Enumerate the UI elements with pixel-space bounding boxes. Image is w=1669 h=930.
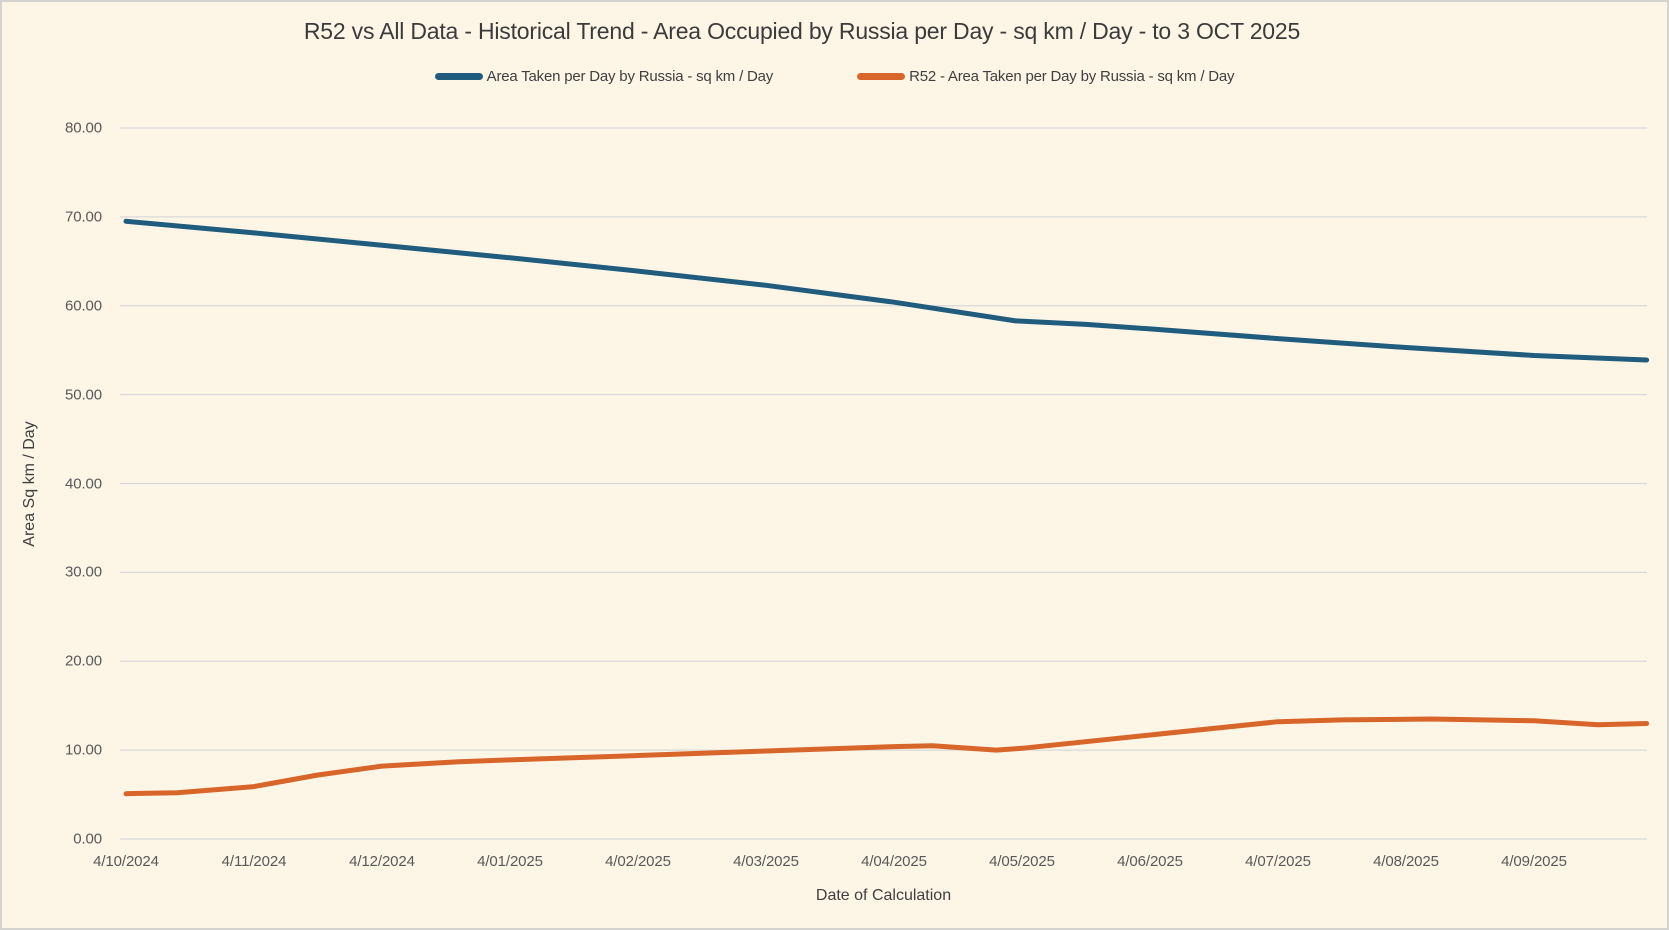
legend-label-all-data: Area Taken per Day by Russia - sq km / D…	[486, 68, 774, 85]
series-line-r52	[123, 716, 1650, 797]
x-tick-label: 4/12/2024	[349, 853, 415, 870]
series-line-all-data	[123, 218, 1650, 363]
y-tick-label: 70.00	[64, 208, 102, 226]
legend-swatch-all-data	[434, 73, 483, 80]
legend-swatch-r52	[857, 73, 906, 80]
x-tick-label: 4/05/2025	[989, 853, 1055, 870]
x-tick-label: 4/02/2025	[605, 853, 671, 870]
y-tick-label: 80.00	[64, 119, 102, 137]
legend-item-r52: R52 - Area Taken per Day by Russia - sq …	[857, 68, 1235, 85]
chart-title: R52 vs All Data - Historical Trend - Are…	[303, 18, 1301, 44]
y-tick-label: 50.00	[64, 386, 102, 404]
legend-label-r52: R52 - Area Taken per Day by Russia - sq …	[909, 68, 1235, 85]
x-tick-label: 4/04/2025	[861, 853, 927, 870]
x-tick-label: 4/09/2025	[1501, 853, 1567, 870]
y-tick-label: 40.00	[64, 475, 102, 492]
legend-item-all-data: Area Taken per Day by Russia - sq km / D…	[434, 68, 774, 85]
y-tick-label: 20.00	[64, 652, 102, 670]
x-axis-title: Date of Calculation	[815, 887, 952, 904]
x-tick-label: 4/11/2024	[221, 853, 287, 870]
y-tick-label: 10.00	[64, 741, 102, 759]
y-tick-label: 60.00	[64, 297, 102, 315]
x-tick-label: 4/03/2025	[733, 853, 799, 870]
y-axis-title: Area Sq km / Day	[21, 421, 38, 547]
x-tick-label: 4/01/2025	[477, 853, 543, 870]
x-tick-label: 4/10/2024	[93, 853, 159, 870]
legend: Area Taken per Day by Russia - sq km / D…	[2, 68, 1667, 85]
y-tick-label: 30.00	[64, 563, 102, 581]
y-tick-label: 0.00	[73, 830, 102, 848]
x-tick-label: 4/06/2025	[1117, 853, 1183, 870]
x-tick-label: 4/07/2025	[1245, 853, 1311, 870]
x-tick-label: 4/08/2025	[1373, 853, 1439, 870]
